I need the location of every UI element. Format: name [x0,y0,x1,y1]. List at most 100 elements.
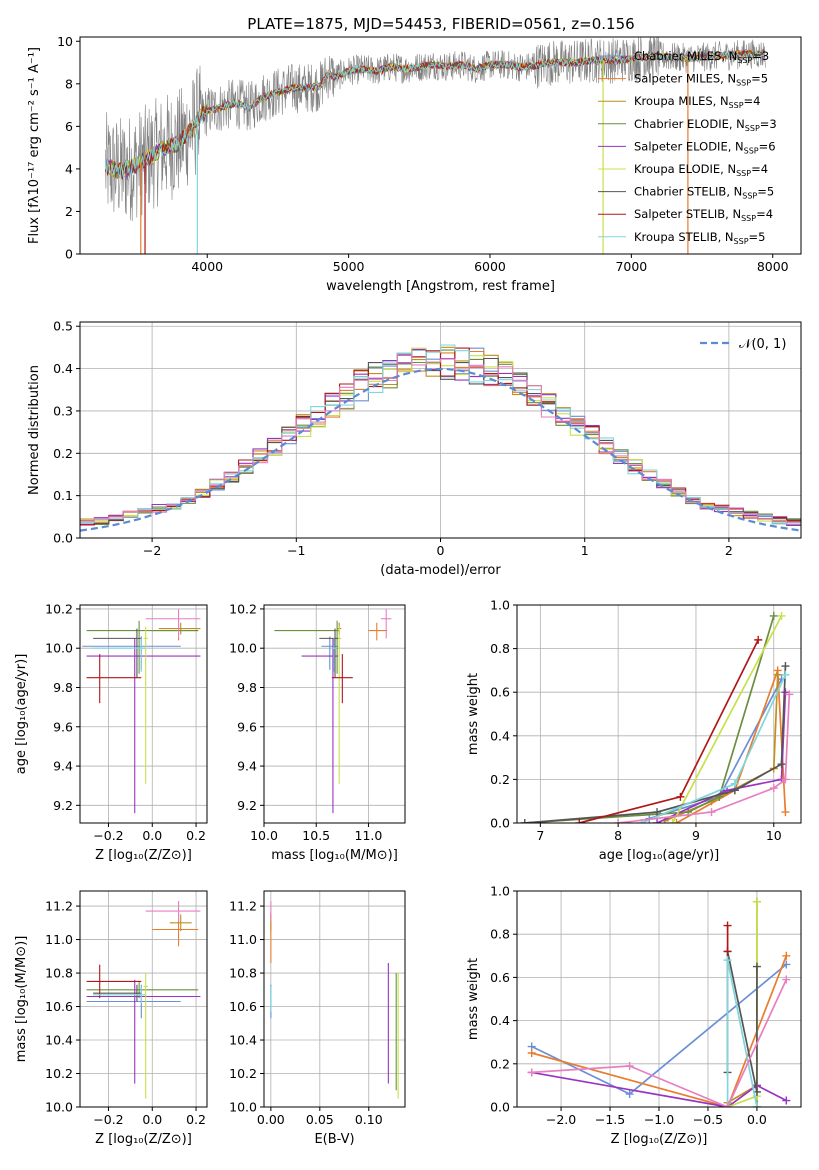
y-tick-label: 9.6 [53,719,73,734]
legend-label: Chabrier STELIB, NSSP=5 [634,185,774,201]
plot-area [270,901,399,1099]
y-axis-label: Flux [fλ10⁻¹⁷ erg cm⁻² s⁻¹ A⁻¹] [27,47,42,244]
series-marker [527,1049,536,1057]
x-tick-label: 0.2 [186,1112,206,1127]
series-marker [777,611,786,620]
legend-tail: =4 [751,162,768,176]
x-tick-label: 0.0 [142,828,162,843]
x-tick-label: 0.05 [306,1112,334,1127]
legend-sub: SSP [744,146,759,155]
y-tick-label: 10.8 [229,966,257,981]
plot-area [527,897,791,1107]
plot-area [274,608,392,814]
legend-sub: SSP [734,237,749,246]
x-tick-label: 0.0 [747,1112,767,1127]
y-tick-label: 10.2 [229,601,257,616]
series-line [671,615,783,823]
y-tick-label: 0.5 [53,319,73,334]
series-marker [672,819,681,823]
y-tick-label: 0.8 [490,641,510,656]
series-marker [668,819,677,823]
series-marker [520,819,529,823]
legend-label: Kroupa STELIB, NSSP=5 [634,230,765,246]
series-marker [781,670,790,679]
legend-sub: SSP [729,101,744,110]
legend-sub: SSP [737,56,752,65]
series-marker [781,775,790,784]
y-tick-label: 9.4 [53,759,73,774]
legend-tail: =4 [744,94,761,108]
x-axis-label: E(B-V) [314,1132,354,1147]
series-marker [777,760,786,769]
legend-tail: =3 [760,117,777,131]
x-axis-label: Z [log₁₀(Z/Z⊙)] [95,848,192,863]
series-marker [625,1090,634,1099]
y-tick-label: 0.4 [53,361,73,376]
y-tick-label: 10.0 [229,1100,257,1115]
y-tick-label: 1.0 [490,884,510,899]
plot-area [86,901,201,1099]
x-tick-label: 6000 [474,259,506,274]
x-axis-label: Z [log₁₀(Z/Z⊙)] [95,1132,192,1147]
panel-mass_vs_Z: −0.2 0.0 0.2 10.0 10.2 10.4 10.6 10.8 11.0 11.2 Z … [14,890,208,1147]
x-tick-label: 11.0 [355,828,383,843]
y-tick-label: 10.4 [45,1033,73,1048]
legend-label: Salpeter MILES, NSSP=5 [634,72,768,88]
legend-label: 𝒩(0, 1) [739,337,786,352]
legend-text: Salpeter MILES, N [634,72,736,86]
y-tick-label: 2 [65,204,73,219]
series-line [531,1071,787,1107]
legend-text: Chabrier MILES, N [634,49,737,63]
figure-title: PLATE=1875, MJD=54453, FIBERID=0561, z=0… [247,15,634,33]
legend-label: Salpeter ELODIE, NSSP=6 [634,139,776,155]
legend-tail: =5 [749,230,766,244]
x-tick-label: −0.2 [93,1112,123,1127]
series-marker [769,611,778,620]
legend-sub: SSP [736,169,751,178]
y-tick-label: 0.4 [490,728,510,743]
legend-tail: =5 [751,72,768,86]
normal-curve [80,367,801,532]
legend-label: Salpeter STELIB, NSSP=4 [634,207,773,223]
series-marker [730,779,739,788]
panel-age_vs_Z: −0.2 0.0 0.2 9.2 9.4 9.6 9.8 10.0 10.2 Z [log₁₀(Z… [14,601,208,863]
series-marker [575,819,584,823]
x-tick-label: 10.5 [302,828,330,843]
legend-tail: =5 [757,185,774,199]
legend-text: Chabrier STELIB, N [634,185,742,199]
panel-age_vs_mass: 10.0 10.5 11.0 9.2 9.4 9.6 9.8 10.0 10.2 mass [lo… [229,601,406,863]
legend-label: Chabrier MILES, NSSP=3 [634,49,769,65]
legend-text: Kroupa ELODIE, N [634,162,736,176]
y-tick-label: 0.3 [53,403,73,418]
series-marker [676,792,685,801]
series-marker [752,897,761,906]
legend-tail: =4 [756,207,773,221]
series-marker [723,956,732,965]
panel-mass_vs_EBV: 0.00 0.05 0.10 10.0 10.2 10.4 10.6 10.8 11.0 11.2… [229,890,406,1147]
histogram-step [80,354,801,523]
y-tick-label: 8 [65,76,73,91]
y-tick-label: 0.0 [490,816,510,831]
series-marker [625,1061,634,1070]
x-axis-label: age [log₁₀(age/yr)] [599,848,720,863]
y-tick-label: 11.2 [45,899,73,914]
spectrum-model-line [105,50,766,179]
x-tick-label: 4000 [191,259,223,274]
x-tick-label: 8000 [757,259,789,274]
series-marker [614,819,623,823]
x-tick-label: −2.0 [546,1112,576,1127]
y-tick-label: 4 [65,161,73,176]
plot-area [520,611,794,823]
x-axis-label: wavelength [Angstrom, rest frame] [326,279,555,294]
plot-area [82,608,201,814]
series-marker [781,662,790,671]
series-marker [782,975,791,984]
series-marker [752,1103,761,1107]
y-tick-label: 0.1 [53,488,73,503]
y-axis-label: mass weight [466,673,481,755]
series-line [531,955,788,1107]
y-tick-label: 6 [65,119,73,134]
x-tick-label: 0.00 [257,1112,285,1127]
legend-text: Salpeter ELODIE, N [634,139,744,153]
series-marker [723,1103,732,1107]
